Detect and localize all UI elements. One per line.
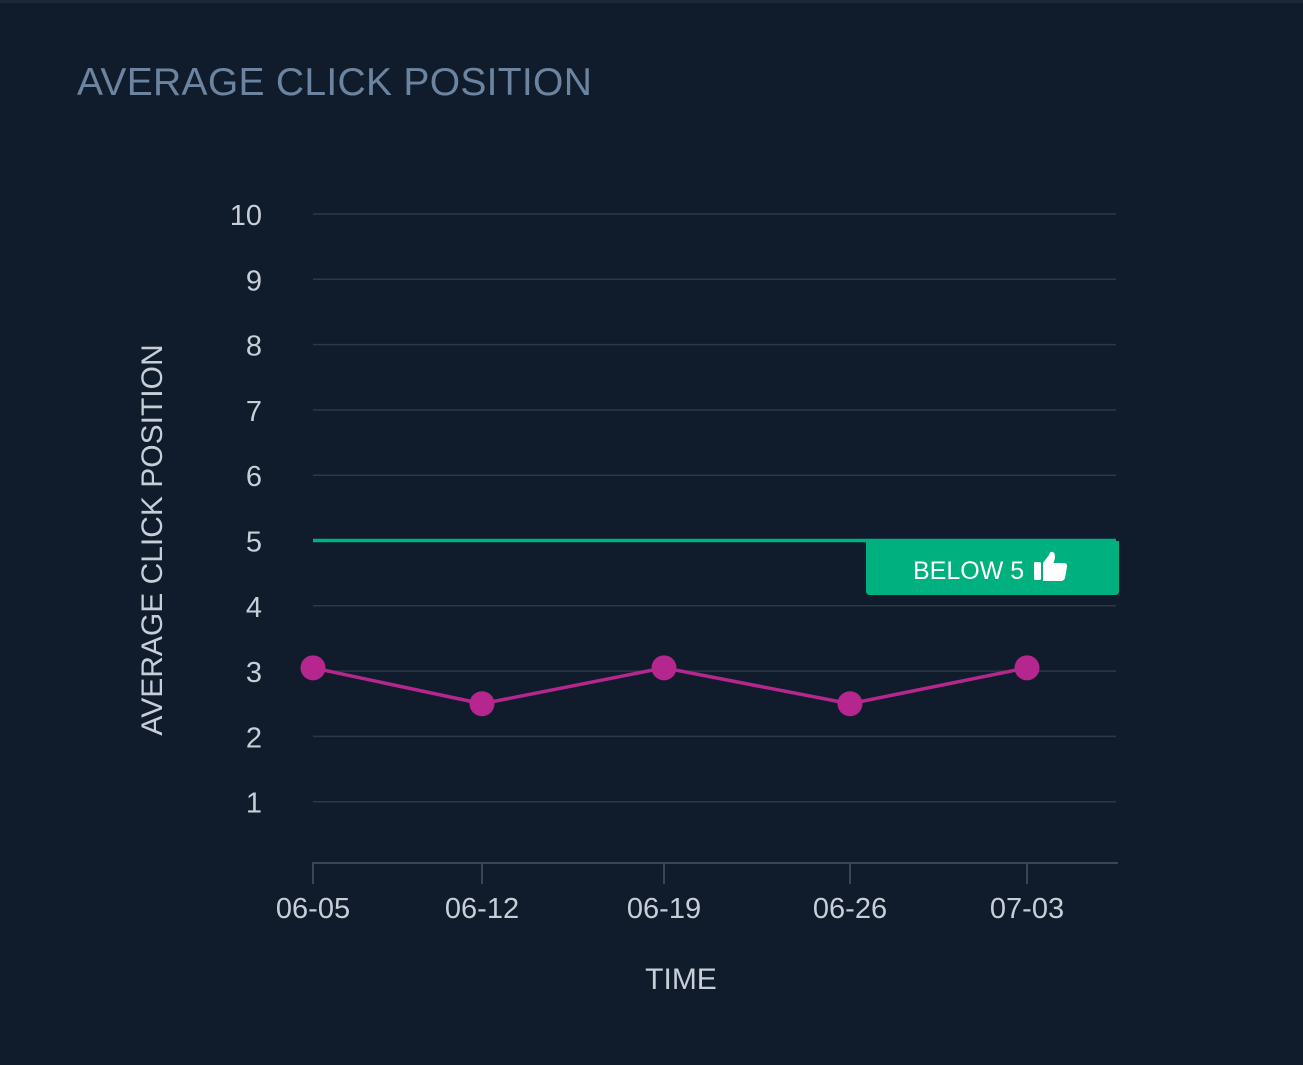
panel-title: AVERAGE CLICK POSITION [77,61,593,104]
x-axis: 06-05 06-12 06-19 06-26 07-03 [276,862,1118,925]
y-tick-label: 9 [246,265,262,297]
data-point[interactable] [469,691,495,717]
threshold-badge-label: BELOW 5 [913,557,1024,585]
x-tick-label: 07-03 [990,893,1064,925]
y-axis: 1 2 3 4 5 6 7 8 9 10 [230,200,262,820]
data-point[interactable] [651,655,677,681]
grid [313,213,1116,803]
line-chart: 06-05 06-12 06-19 06-26 07-03 1 2 3 4 5 6 7 8 9 10 BE… [136,200,1119,996]
y-tick-label: 5 [246,527,262,559]
x-tick-label: 06-12 [445,893,519,925]
thumbs-up-icon [1034,551,1068,581]
y-axis-title: AVERAGE CLICK POSITION [136,344,169,735]
y-tick-label: 6 [246,461,262,493]
thumbs-up-cuff [1034,562,1041,580]
y-tick-label: 8 [246,331,262,363]
y-tick-label: 1 [246,788,262,820]
y-tick-label: 2 [246,722,262,754]
y-tick-label: 7 [246,396,262,428]
data-point[interactable] [837,691,863,717]
data-point[interactable] [1014,655,1040,681]
data-point[interactable] [300,655,326,681]
x-tick-label: 06-19 [627,893,701,925]
y-tick-label: 4 [246,592,262,624]
x-tick-label: 06-26 [813,893,887,925]
series [300,655,1040,717]
thumbs-up-hand [1043,551,1068,581]
threshold-badge[interactable]: BELOW 5 [866,541,1119,595]
x-axis-title: TIME [645,963,717,996]
x-tick-label: 06-05 [276,893,350,925]
threshold-badge-box[interactable] [866,541,1119,595]
y-tick-label: 10 [230,200,262,232]
y-tick-label: 3 [246,657,262,689]
